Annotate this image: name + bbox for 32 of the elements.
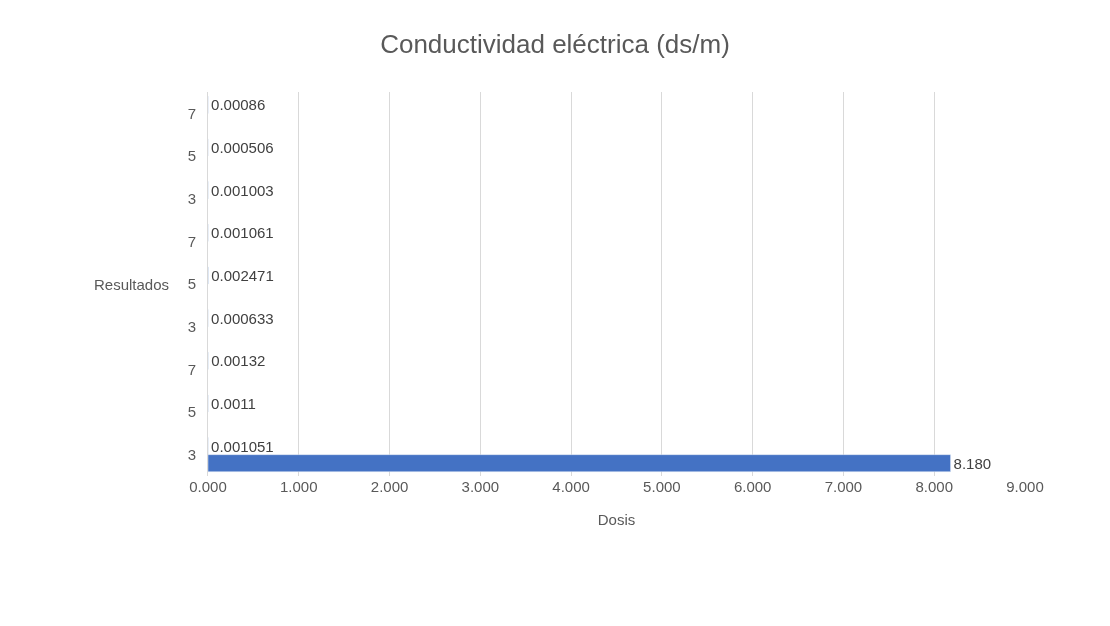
- x-tick-label: 8.000: [915, 478, 953, 495]
- data-label: 0.00132: [211, 352, 266, 370]
- y-tick-label: 7: [187, 104, 196, 122]
- y-tick-label: 3: [187, 317, 196, 335]
- x-axis-title: Dosis: [597, 511, 636, 528]
- x-tick-label: 9.000: [1006, 478, 1044, 495]
- x-tick-label: 3.000: [461, 478, 500, 495]
- x-tick-label: 1.000: [280, 478, 318, 495]
- data-label: 0.001003: [211, 181, 274, 199]
- data-label: 0.001061: [211, 224, 274, 242]
- y-tick-label: 7: [187, 360, 196, 378]
- x-tick-label: 7.000: [824, 478, 863, 495]
- data-label: 0.002471: [211, 266, 274, 284]
- data-label: 0.0011: [211, 394, 256, 412]
- data-label: 0.000633: [211, 309, 274, 327]
- x-tick-label: 5.000: [643, 478, 681, 495]
- chart-title: Conductividad eléctrica (ds/m): [380, 28, 730, 59]
- data-label: 0.00086: [211, 96, 266, 114]
- y-tick-label: 5: [187, 147, 196, 165]
- y-tick-label: 3: [187, 189, 196, 207]
- y-axis-title: Resultados: [94, 276, 170, 293]
- y-tick-label: 5: [187, 275, 196, 293]
- x-tick-label: 4.000: [552, 478, 590, 495]
- y-tick-label: 3: [187, 445, 196, 463]
- y-tick-label: 7: [187, 232, 196, 250]
- x-tick-label: 6.000: [733, 478, 772, 495]
- data-label: 8.180: [953, 454, 992, 472]
- data-label: 0.000506: [211, 138, 274, 156]
- x-tick-label: 0.000: [189, 478, 227, 495]
- y-tick-label: 5: [187, 403, 196, 421]
- x-tick-label: 2.000: [370, 478, 409, 495]
- data-label: 0.001051: [211, 437, 274, 455]
